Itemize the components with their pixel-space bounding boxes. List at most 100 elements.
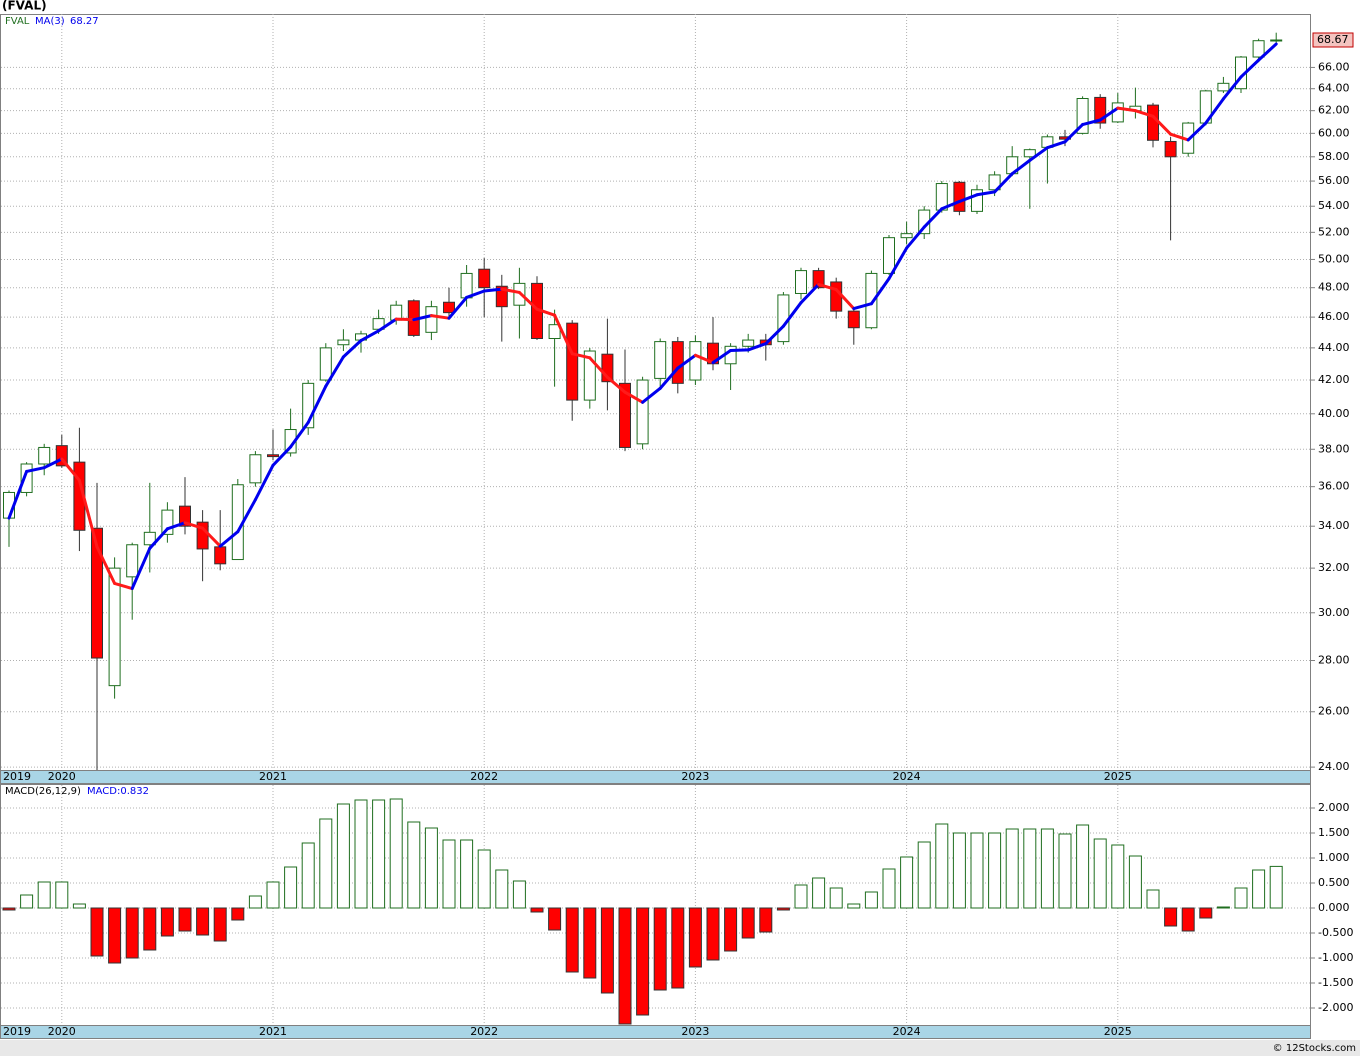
candle-body	[1164, 140, 1177, 158]
candle-body	[583, 350, 596, 401]
ma-segment	[25, 466, 46, 473]
ma-segment	[183, 521, 205, 530]
x-axis-band	[0, 1025, 1311, 1039]
ma-segment	[377, 317, 398, 333]
ma-segment	[1204, 97, 1225, 125]
macd-bar	[1093, 838, 1107, 909]
macd-bar	[319, 818, 333, 909]
macd-bar	[1234, 887, 1248, 909]
x-tick-label: 2023	[681, 1025, 709, 1038]
candle-body	[953, 181, 966, 212]
y-tick-label: 50.00	[1318, 252, 1350, 265]
x-tick-label: 2024	[893, 1025, 921, 1038]
candle-body	[830, 281, 843, 312]
x-tick-label: 2020	[48, 1025, 76, 1038]
macd-legend: MACD:0.832	[87, 786, 149, 797]
y-tick-label: -1.000	[1318, 951, 1353, 964]
candle-body	[495, 285, 508, 308]
ma-segment	[394, 317, 416, 322]
ma-segment	[676, 353, 697, 370]
macd-bar	[143, 907, 157, 951]
ma-segment	[869, 277, 891, 306]
y-tick-label: 26.00	[1318, 705, 1350, 718]
macd-bar	[1076, 824, 1090, 909]
ma-segment	[253, 463, 275, 502]
macd-bar	[160, 907, 174, 937]
macd-bar	[794, 884, 808, 909]
legend-symbol: FVAL	[5, 16, 30, 27]
y-tick-label: 2.000	[1318, 801, 1350, 814]
macd-bar	[1199, 907, 1213, 919]
x-tick-label: 2021	[259, 1025, 287, 1038]
y-tick-label: 24.00	[1318, 760, 1350, 773]
y-tick-label: 30.00	[1318, 606, 1350, 619]
ma-segment	[1116, 106, 1137, 113]
candle-body	[1147, 104, 1159, 141]
ma-segment	[605, 375, 627, 394]
macd-bar	[671, 907, 685, 989]
ma-segment	[77, 478, 99, 549]
candle-body	[478, 268, 491, 289]
ma-segment	[729, 348, 750, 353]
macd-bar	[336, 803, 350, 909]
y-tick-label: 58.00	[1318, 150, 1350, 163]
ma-segment	[1028, 146, 1049, 162]
x-tick-label: 2024	[893, 770, 921, 783]
candle-body	[38, 446, 51, 465]
candle-body	[337, 339, 350, 346]
y-tick-label: 62.00	[1318, 104, 1350, 117]
legend-ma: MA(3)	[35, 16, 65, 27]
y-tick-label: 44.00	[1318, 341, 1350, 354]
macd-bar	[495, 869, 509, 909]
macd-bar	[178, 907, 192, 932]
macd-bar	[1269, 865, 1283, 909]
y-tick-label: 46.00	[1318, 310, 1350, 323]
macd-bar	[600, 907, 614, 994]
ma-segment	[1221, 75, 1243, 101]
x-axis-band	[0, 770, 1311, 784]
ma-segment	[535, 307, 557, 317]
macd-bar	[372, 799, 386, 909]
macd-bar	[1005, 828, 1019, 909]
ma-segment	[341, 339, 363, 359]
ma-segment	[1151, 114, 1173, 136]
macd-bar	[917, 841, 931, 909]
ma-segment	[42, 457, 64, 470]
ma-segment	[993, 172, 1014, 194]
candle-body	[1252, 40, 1265, 58]
ma-segment	[623, 390, 645, 404]
ma-segment	[236, 498, 257, 534]
candle-body	[108, 567, 121, 687]
candle-body	[1023, 149, 1036, 158]
macd-bar	[301, 842, 315, 909]
candle-body	[443, 301, 455, 314]
candle-body	[319, 347, 332, 381]
macd-bar	[424, 827, 438, 909]
ma-segment	[781, 301, 803, 328]
ma-segment	[429, 314, 451, 320]
macd-bar	[407, 821, 421, 909]
footer-text: © 12Stocks.com	[1273, 1043, 1356, 1054]
macd-bar	[724, 907, 738, 952]
macd-bar	[1128, 855, 1142, 909]
y-tick-label: 28.00	[1318, 653, 1350, 666]
ma-segment	[887, 246, 909, 281]
macd-bar	[1058, 833, 1072, 909]
ma-segment	[165, 521, 187, 531]
ma-segment	[1239, 58, 1261, 79]
macd-bar	[196, 907, 210, 936]
ma-segment	[482, 287, 504, 293]
candle-body	[619, 382, 631, 448]
ma-segment	[1257, 42, 1278, 62]
macd-bar	[442, 839, 456, 909]
y-tick-label: 0.000	[1318, 901, 1350, 914]
ma-segment	[359, 329, 381, 343]
macd-bar	[988, 832, 1002, 909]
ma-segment	[1186, 121, 1208, 142]
macd-bar	[688, 907, 702, 968]
x-tick-label: 2019	[3, 1025, 31, 1038]
ma-segment	[113, 581, 134, 591]
ma-segment	[130, 546, 152, 591]
macd-bar	[1216, 906, 1230, 909]
macd-bar	[90, 907, 104, 957]
